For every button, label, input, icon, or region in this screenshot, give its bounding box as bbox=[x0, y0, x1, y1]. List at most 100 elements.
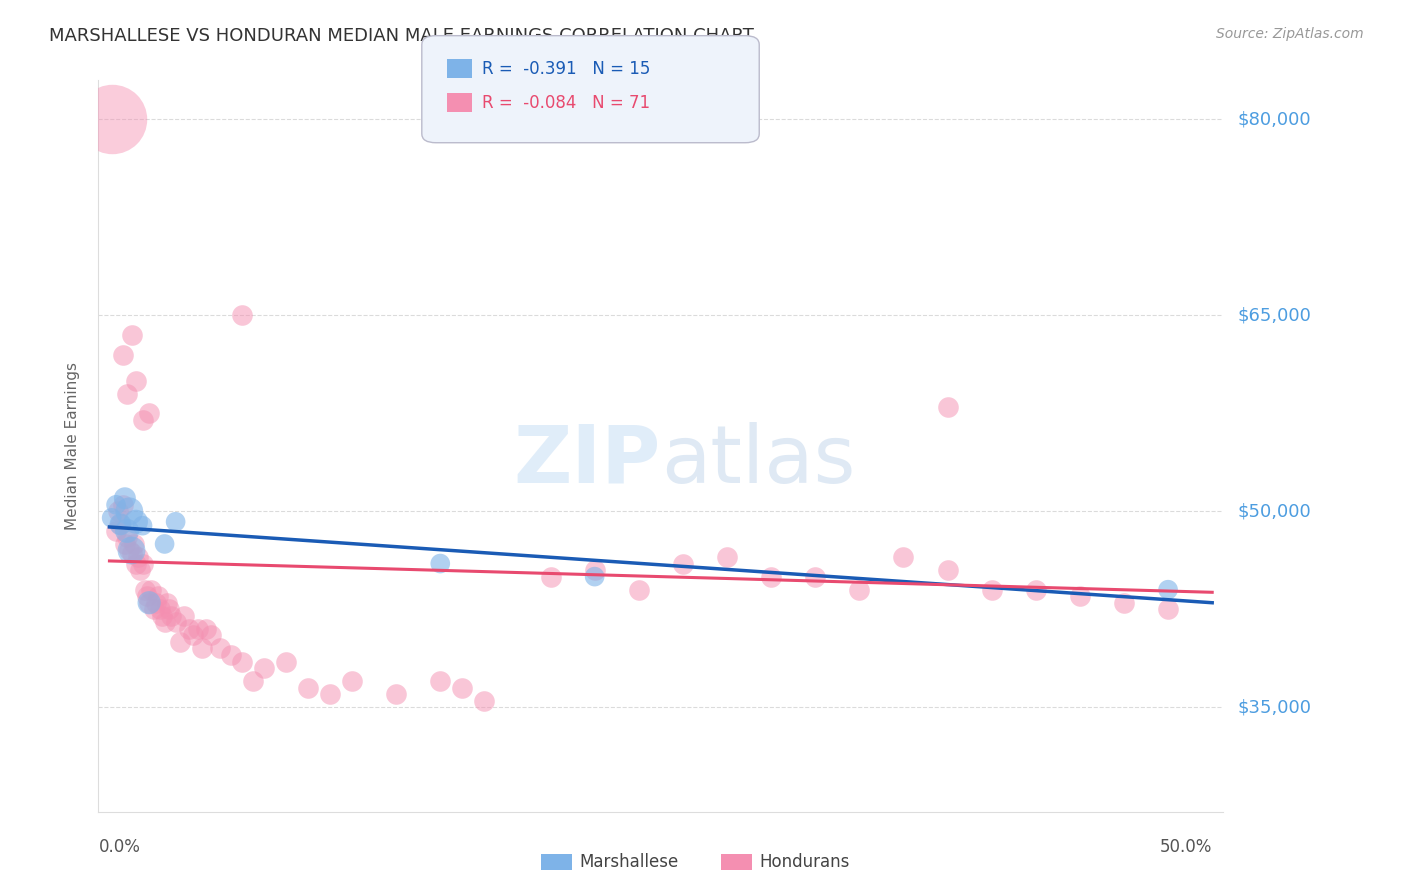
Text: atlas: atlas bbox=[661, 422, 855, 500]
Point bbox=[191, 641, 214, 656]
Point bbox=[138, 596, 160, 610]
Point bbox=[274, 655, 297, 669]
Point bbox=[138, 596, 160, 610]
Text: ZIP: ZIP bbox=[513, 422, 661, 500]
Point bbox=[1025, 582, 1047, 597]
Point bbox=[110, 517, 132, 532]
Point bbox=[173, 608, 195, 623]
Point bbox=[111, 498, 134, 512]
Point bbox=[242, 674, 264, 689]
Text: $50,000: $50,000 bbox=[1237, 502, 1310, 520]
Point bbox=[122, 537, 145, 551]
Point bbox=[297, 681, 319, 695]
Point bbox=[157, 602, 180, 616]
Text: 50.0%: 50.0% bbox=[1160, 838, 1212, 855]
Point bbox=[110, 517, 132, 532]
Point bbox=[165, 615, 187, 630]
Point bbox=[253, 661, 276, 675]
Point bbox=[127, 549, 149, 564]
Point bbox=[672, 557, 695, 571]
Point bbox=[118, 543, 141, 558]
Point bbox=[115, 530, 138, 544]
Point bbox=[125, 557, 148, 571]
Point bbox=[231, 309, 253, 323]
Point bbox=[145, 596, 167, 610]
Text: Source: ZipAtlas.com: Source: ZipAtlas.com bbox=[1216, 27, 1364, 41]
Point bbox=[385, 687, 408, 701]
Text: 0.0%: 0.0% bbox=[98, 838, 141, 855]
Point bbox=[187, 622, 209, 636]
Point bbox=[114, 537, 136, 551]
Point bbox=[451, 681, 474, 695]
Point bbox=[429, 557, 451, 571]
Point bbox=[121, 328, 143, 343]
Point bbox=[177, 622, 200, 636]
Text: $80,000: $80,000 bbox=[1237, 111, 1310, 128]
Point bbox=[893, 549, 915, 564]
Point bbox=[142, 602, 165, 616]
Point bbox=[105, 524, 128, 538]
Point bbox=[181, 628, 204, 642]
Point bbox=[115, 524, 138, 538]
Point bbox=[131, 557, 153, 571]
Point bbox=[156, 596, 179, 610]
Point bbox=[165, 515, 187, 529]
Point bbox=[131, 518, 153, 533]
Point bbox=[160, 608, 183, 623]
Point bbox=[118, 504, 141, 518]
Text: Marshallese: Marshallese bbox=[579, 853, 679, 871]
Point bbox=[125, 374, 148, 388]
Point bbox=[1069, 589, 1091, 603]
Point bbox=[138, 406, 160, 420]
Point bbox=[149, 602, 172, 616]
Point bbox=[1112, 596, 1135, 610]
Point bbox=[111, 347, 134, 362]
Point bbox=[936, 563, 959, 577]
Point bbox=[583, 563, 606, 577]
Point bbox=[474, 694, 496, 708]
Text: MARSHALLESE VS HONDURAN MEDIAN MALE EARNINGS CORRELATION CHART: MARSHALLESE VS HONDURAN MEDIAN MALE EARN… bbox=[49, 27, 754, 45]
Point bbox=[121, 543, 143, 558]
Point bbox=[136, 589, 159, 603]
Point bbox=[115, 386, 138, 401]
Text: R =  -0.084   N = 71: R = -0.084 N = 71 bbox=[482, 94, 651, 112]
Point bbox=[1157, 602, 1180, 616]
Point bbox=[1157, 582, 1180, 597]
Point bbox=[759, 569, 782, 583]
Point bbox=[153, 615, 176, 630]
Point bbox=[169, 635, 191, 649]
Point bbox=[804, 569, 827, 583]
Point bbox=[121, 546, 143, 560]
Text: $65,000: $65,000 bbox=[1237, 306, 1310, 325]
Point bbox=[429, 674, 451, 689]
Text: $35,000: $35,000 bbox=[1237, 698, 1312, 716]
Point bbox=[195, 622, 218, 636]
Point bbox=[627, 582, 650, 597]
Point bbox=[340, 674, 363, 689]
Point bbox=[129, 563, 152, 577]
Point bbox=[131, 413, 153, 427]
Point bbox=[200, 628, 222, 642]
Point bbox=[125, 515, 148, 529]
Point bbox=[319, 687, 342, 701]
Point bbox=[936, 400, 959, 414]
Y-axis label: Median Male Earnings: Median Male Earnings bbox=[65, 362, 80, 530]
Point bbox=[980, 582, 1002, 597]
Point bbox=[208, 641, 231, 656]
Point bbox=[134, 582, 156, 597]
Point bbox=[716, 549, 738, 564]
Point bbox=[583, 569, 606, 583]
Text: R =  -0.391   N = 15: R = -0.391 N = 15 bbox=[482, 60, 651, 78]
Point bbox=[100, 511, 122, 525]
Point bbox=[231, 655, 253, 669]
Point bbox=[150, 608, 173, 623]
Point bbox=[153, 537, 176, 551]
Text: Hondurans: Hondurans bbox=[759, 853, 849, 871]
Point bbox=[114, 491, 136, 506]
Point bbox=[540, 569, 562, 583]
Point bbox=[105, 498, 128, 512]
Point bbox=[848, 582, 870, 597]
Point bbox=[219, 648, 242, 662]
Point bbox=[100, 112, 122, 127]
Point bbox=[107, 504, 129, 518]
